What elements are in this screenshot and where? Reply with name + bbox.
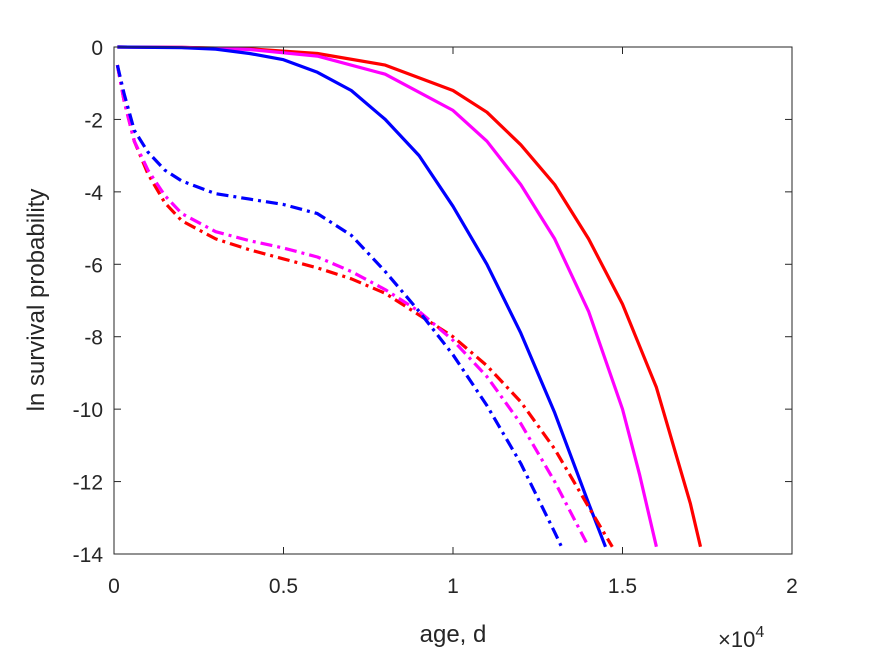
y-tick-label: -12 [73, 472, 103, 495]
plot-area [114, 47, 792, 554]
series-2-line [117, 45, 607, 548]
x-axis-ticks: 0 0.5 1 1.5 2 [108, 47, 798, 598]
x-tick-label: 1.5 [608, 575, 637, 598]
series-4-line [115, 64, 591, 548]
y-tick-label: -8 [84, 327, 103, 350]
y-axis-ticks: 0 -2 -4 -6 -8 -10 -12 -14 [73, 37, 792, 567]
y-tick-label: -4 [84, 182, 103, 205]
x-tick-label: 1 [447, 575, 459, 598]
x-tick-label: 0 [108, 575, 120, 598]
y-tick-label: -10 [73, 399, 103, 422]
y-tick-label: -2 [84, 109, 103, 132]
x-tick-label: 2 [786, 575, 798, 598]
y-axis-label: ln survival probability [23, 189, 50, 412]
x-axis-label: age, d [420, 621, 487, 648]
series-1-line [117, 45, 658, 548]
x-axis-exponent: ×104 [718, 624, 764, 652]
y-tick-label: -14 [73, 544, 104, 567]
x-exponent-base: ×10 [718, 627, 755, 652]
x-tick-label: 0.5 [269, 575, 298, 598]
series-5-line [115, 64, 563, 548]
series-layer [115, 45, 703, 548]
y-tick-label: 0 [91, 37, 103, 60]
x-exponent-power: 4 [755, 624, 764, 641]
y-tick-label: -6 [84, 254, 103, 277]
